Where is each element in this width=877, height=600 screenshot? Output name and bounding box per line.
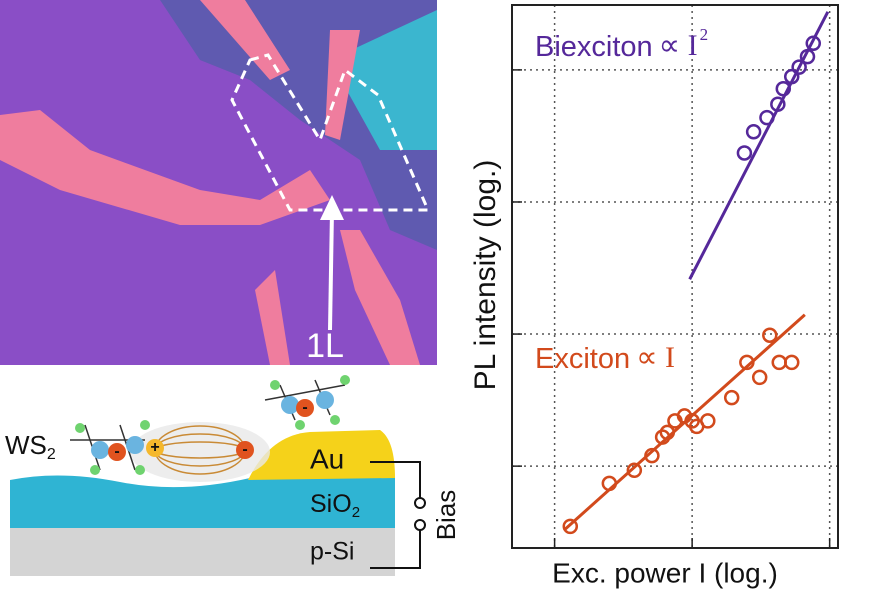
- atoms: [75, 375, 350, 475]
- oxide-label: SiO2: [310, 490, 360, 521]
- material-text: WS: [5, 430, 47, 460]
- substrate-label: p-Si: [310, 538, 354, 566]
- data-point: [723, 389, 740, 406]
- data-point: [676, 408, 693, 424]
- monolayer-outline: [230, 53, 431, 212]
- data-point: [805, 35, 822, 52]
- plot-frame: [511, 4, 839, 549]
- contact-layer: [248, 430, 395, 480]
- data-point: [745, 124, 762, 140]
- photo: 1L: [0, 0, 437, 365]
- electrode: [0, 110, 330, 225]
- data-point: [775, 80, 792, 97]
- data-point: [739, 354, 755, 371]
- contact-label: Au: [310, 443, 344, 474]
- electrode: [255, 270, 290, 365]
- oxide-text: SiO: [310, 490, 352, 518]
- substrate-layer: [10, 528, 395, 576]
- data-point: [562, 518, 579, 535]
- electrode: [325, 30, 360, 140]
- charge: -: [114, 443, 119, 460]
- data-point: [644, 447, 660, 464]
- device-diagram: - + - - WS2 Au SiO2 p-Si Bias: [5, 375, 461, 576]
- data-point: [771, 354, 787, 371]
- flake: [330, 10, 437, 150]
- series-name: Exciton: [535, 343, 630, 375]
- y-axis-label: PL intensity (log.): [469, 160, 502, 391]
- data-point: [783, 354, 800, 371]
- photo-label: 1L: [306, 327, 344, 365]
- oxide-subscript: 2: [352, 504, 360, 521]
- data-point: [654, 429, 671, 445]
- arrow: [328, 209, 334, 331]
- data-point: [700, 413, 716, 429]
- data-point: [762, 327, 778, 343]
- data-point: [799, 48, 816, 65]
- electrode: [200, 0, 290, 80]
- fit-line: [688, 11, 830, 280]
- series-name: Biexciton: [535, 31, 653, 63]
- data-point: [601, 475, 618, 492]
- material-subscript: 2: [47, 446, 56, 463]
- x-axis-label: Exc. power I (log.): [552, 557, 778, 588]
- data-point: [770, 96, 786, 112]
- data-point: [659, 424, 676, 441]
- electrode: [340, 230, 420, 365]
- series-law-power: 2: [700, 25, 709, 44]
- data-point: [626, 462, 643, 479]
- charge: +: [150, 439, 159, 456]
- exciton-cloud: [130, 422, 270, 482]
- oxide-layer: [10, 475, 395, 528]
- bias-circuit: [370, 461, 426, 569]
- charge: -: [302, 399, 307, 416]
- data-point: [791, 59, 807, 75]
- series-label: Exciton ∝ I: [535, 341, 675, 375]
- bias-label: Bias: [431, 490, 461, 541]
- material-label: WS2: [5, 430, 56, 463]
- series-law: ∝ I: [659, 29, 698, 62]
- data-point: [751, 369, 768, 386]
- data-point: [736, 145, 753, 161]
- charge: -: [242, 441, 247, 458]
- data-point: [783, 68, 800, 85]
- arrow-head: [320, 195, 344, 220]
- charges: - + - -: [108, 399, 314, 461]
- chart: Exc. power I (log.) PL intensity (log.) Bi…: [469, 4, 839, 588]
- data-point: [759, 109, 775, 126]
- series-law: ∝ I: [636, 341, 675, 374]
